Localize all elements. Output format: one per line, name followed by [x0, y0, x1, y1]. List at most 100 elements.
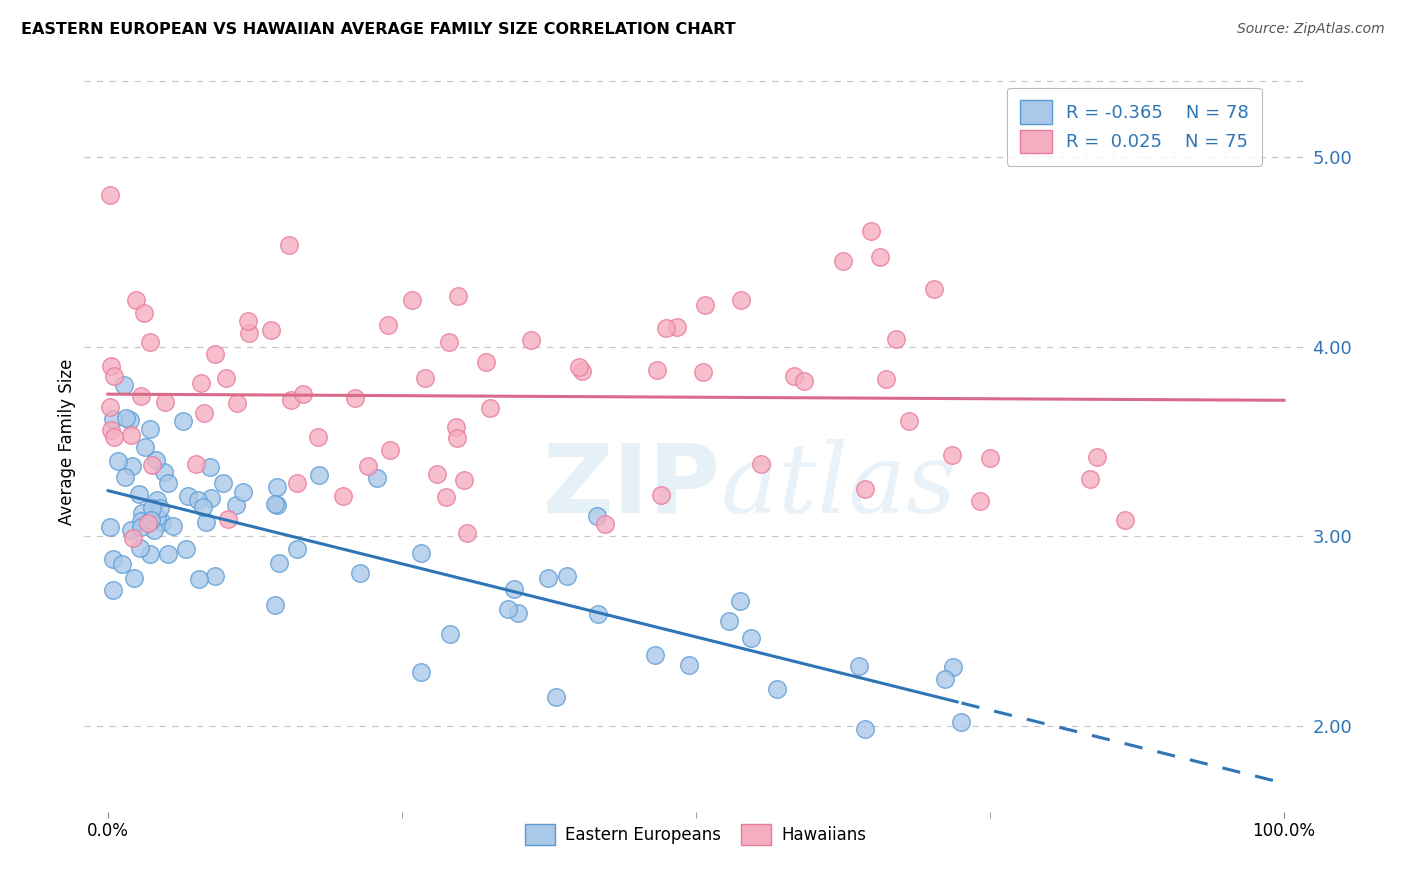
- Point: [131, 506, 153, 520]
- Point: [269, 556, 291, 570]
- Point: [129, 541, 152, 556]
- Point: [141, 513, 163, 527]
- Point: [111, 557, 134, 571]
- Point: [145, 452, 167, 467]
- Point: [139, 547, 162, 561]
- Point: [645, 363, 668, 377]
- Point: [187, 572, 209, 586]
- Point: [174, 541, 197, 556]
- Point: [120, 428, 142, 442]
- Point: [655, 321, 678, 335]
- Point: [832, 254, 855, 268]
- Point: [456, 526, 478, 541]
- Point: [156, 475, 179, 490]
- Text: atlas: atlas: [720, 439, 956, 533]
- Point: [860, 224, 883, 238]
- Point: [146, 510, 169, 524]
- Point: [503, 582, 526, 596]
- Point: [520, 333, 543, 347]
- Point: [693, 298, 716, 312]
- Point: [141, 458, 163, 472]
- Point: [153, 395, 176, 409]
- Point: [226, 396, 249, 410]
- Point: [101, 412, 124, 426]
- Point: [134, 441, 156, 455]
- Point: [125, 293, 148, 307]
- Point: [266, 498, 288, 512]
- Point: [740, 631, 762, 645]
- Point: [121, 458, 143, 473]
- Point: [942, 659, 965, 673]
- Point: [568, 359, 591, 374]
- Point: [1085, 450, 1108, 464]
- Point: [98, 519, 121, 533]
- Point: [177, 489, 200, 503]
- Point: [308, 468, 330, 483]
- Point: [884, 332, 907, 346]
- Point: [377, 318, 399, 332]
- Point: [1078, 471, 1101, 485]
- Point: [200, 460, 222, 475]
- Point: [498, 602, 520, 616]
- Point: [238, 326, 260, 341]
- Point: [120, 524, 142, 538]
- Point: [506, 607, 529, 621]
- Point: [238, 314, 260, 328]
- Point: [586, 509, 609, 524]
- Point: [152, 516, 174, 530]
- Point: [749, 457, 772, 471]
- Point: [285, 476, 308, 491]
- Point: [138, 513, 160, 527]
- Point: [190, 376, 212, 391]
- Point: [444, 420, 467, 434]
- Point: [124, 571, 146, 585]
- Point: [595, 516, 617, 531]
- Point: [141, 501, 163, 516]
- Point: [544, 690, 567, 704]
- Point: [103, 368, 125, 383]
- Point: [366, 471, 388, 485]
- Point: [132, 306, 155, 320]
- Point: [650, 487, 672, 501]
- Point: [475, 354, 498, 368]
- Point: [285, 542, 308, 557]
- Point: [103, 552, 125, 566]
- Point: [934, 673, 956, 687]
- Point: [728, 594, 751, 608]
- Point: [122, 531, 145, 545]
- Point: [853, 723, 876, 737]
- Point: [172, 414, 194, 428]
- Point: [875, 372, 897, 386]
- Point: [855, 483, 877, 497]
- Y-axis label: Average Family Size: Average Family Size: [58, 359, 76, 524]
- Point: [979, 451, 1001, 466]
- Point: [447, 288, 470, 302]
- Point: [280, 393, 302, 408]
- Text: EASTERN EUROPEAN VS HAWAIIAN AVERAGE FAMILY SIZE CORRELATION CHART: EASTERN EUROPEAN VS HAWAIIAN AVERAGE FAM…: [21, 22, 735, 37]
- Point: [136, 516, 159, 531]
- Point: [100, 423, 122, 437]
- Point: [644, 648, 666, 663]
- Point: [969, 494, 991, 508]
- Point: [266, 480, 288, 494]
- Point: [730, 293, 752, 307]
- Point: [214, 371, 236, 385]
- Point: [478, 401, 501, 415]
- Point: [766, 682, 789, 697]
- Point: [344, 391, 367, 405]
- Point: [446, 431, 468, 445]
- Point: [357, 458, 380, 473]
- Point: [571, 364, 593, 378]
- Point: [162, 518, 184, 533]
- Point: [225, 498, 247, 512]
- Point: [200, 491, 222, 505]
- Point: [263, 598, 285, 612]
- Point: [153, 465, 176, 479]
- Point: [118, 413, 141, 427]
- Point: [278, 238, 301, 252]
- Point: [555, 568, 578, 582]
- Point: [380, 442, 402, 457]
- Point: [142, 524, 165, 538]
- Point: [537, 571, 560, 585]
- Point: [434, 491, 457, 505]
